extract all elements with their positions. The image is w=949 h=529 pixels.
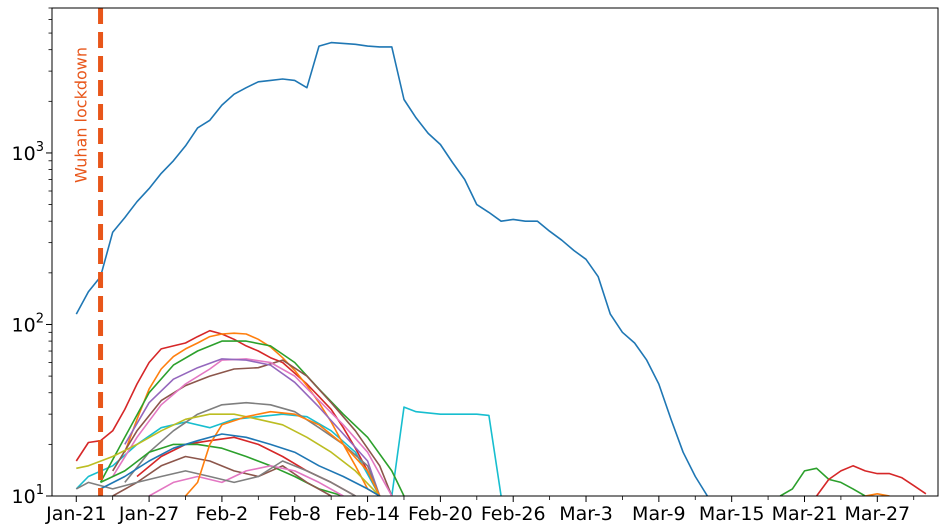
x-tick-label: Feb-14	[335, 503, 400, 525]
y-tick-label: 102	[12, 311, 44, 336]
series-line-16	[75, 460, 356, 496]
series-line-3	[391, 406, 502, 496]
y-tick-label: 101	[12, 483, 44, 508]
wuhan-lockdown-label: Wuhan lockdown	[72, 47, 91, 183]
series-line-14	[112, 455, 332, 496]
x-tick-label: Feb-20	[408, 503, 473, 525]
series-line-15	[148, 464, 344, 496]
y-tick-label: 103	[12, 140, 44, 165]
x-tick-label: Mar-27	[844, 503, 910, 525]
series-line-6	[99, 340, 405, 496]
series-line-9	[124, 358, 381, 496]
x-tick-label: Feb-26	[481, 503, 546, 525]
x-tick-label: Jan-27	[118, 503, 179, 525]
x-tick-label: Feb-2	[196, 503, 249, 525]
x-axis: Jan-21 Jan-27 Feb-2 Feb-8 Feb-14 Feb-20 Feb-26…	[45, 496, 915, 525]
y-axis: 101 102 103	[12, 7, 52, 508]
series-line-13	[100, 443, 344, 496]
series-line-18	[100, 433, 381, 496]
x-tick-label: Feb-8	[268, 503, 321, 525]
x-tick-label: Mar-3	[559, 503, 613, 525]
series-line-2	[75, 413, 381, 496]
x-tick-label: Jan-21	[45, 503, 106, 525]
series-line-8	[112, 358, 393, 496]
series-line-7	[112, 359, 393, 496]
series-line-19	[779, 467, 866, 496]
series-line-1	[75, 41, 709, 496]
x-tick-label: Mar-15	[699, 503, 765, 525]
series-line-5	[124, 332, 381, 496]
x-tick-label: Mar-21	[772, 503, 838, 525]
series-line-20	[815, 464, 927, 496]
plot-frame	[51, 7, 939, 497]
series-line-17	[184, 410, 381, 496]
series-line-4	[75, 329, 381, 496]
series-line-11	[76, 413, 381, 496]
series-line-21	[865, 492, 890, 496]
series-layer	[75, 41, 927, 496]
x-tick-label: Mar-9	[632, 503, 686, 525]
